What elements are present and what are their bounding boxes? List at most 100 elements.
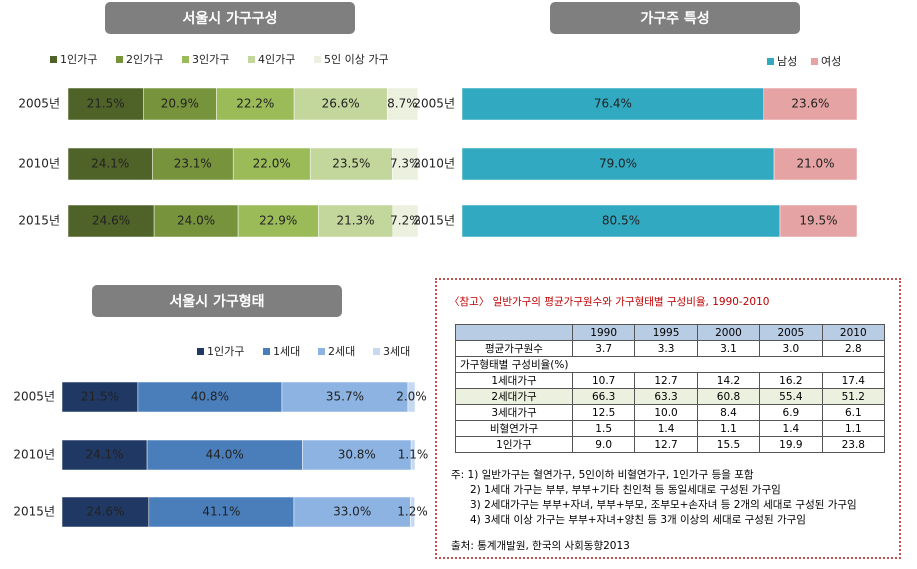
data-label: 23.6% xyxy=(791,97,829,111)
bar-segment xyxy=(67,87,144,121)
header-cell: 1990 xyxy=(571,324,636,341)
table-cell: 12.5 xyxy=(571,404,636,421)
header-cell: 2005 xyxy=(759,324,823,341)
legend-label: 3세대 xyxy=(383,345,410,358)
legend-swatch xyxy=(50,56,57,63)
data-label: 22.2% xyxy=(236,97,274,111)
table-cell: 66.3 xyxy=(571,388,636,405)
table-cell: 2세대가구 xyxy=(455,388,573,405)
data-label: 23.5% xyxy=(332,157,370,171)
legend-swatch xyxy=(248,56,255,63)
bar-segment xyxy=(318,204,394,238)
title-box xyxy=(92,285,342,317)
table-cell: 1.1 xyxy=(821,420,886,437)
table-cell: 1.1 xyxy=(696,420,761,437)
header-cell: 2000 xyxy=(696,324,761,341)
bar-segment xyxy=(146,439,303,471)
data-label: 8.7% xyxy=(387,97,418,111)
table-cell: 1.4 xyxy=(634,420,698,437)
data-label: 7.3% xyxy=(390,157,421,171)
data-label: 7.2% xyxy=(390,214,421,228)
bar-segment xyxy=(410,439,416,471)
bar-segment xyxy=(61,381,139,413)
table-cell: 51.2 xyxy=(821,388,886,405)
y-tick-label: 2015년 xyxy=(13,505,55,519)
note: 4) 3세대 이상 가구는 부부+자녀+양친 등 3개 이상의 세대로 구성된 … xyxy=(470,514,806,526)
chart-title: 가구주 특성 xyxy=(640,11,709,27)
data-label: 22.9% xyxy=(259,214,297,228)
y-tick-label: 2010년 xyxy=(18,157,60,171)
bar-segment xyxy=(407,381,416,413)
legend-swatch xyxy=(116,56,123,63)
data-label: 21.0% xyxy=(796,157,834,171)
data-label: 21.5% xyxy=(81,390,119,404)
legend-label: 여성 xyxy=(821,55,841,68)
legend-label: 1세대 xyxy=(273,345,300,358)
data-label: 21.5% xyxy=(87,97,125,111)
legend-label: 2세대 xyxy=(328,345,355,358)
bar-segment xyxy=(61,439,148,471)
table-cell: 3.0 xyxy=(759,340,823,357)
bar-segment xyxy=(763,87,858,121)
data-label: 41.1% xyxy=(202,505,240,519)
y-tick-label: 2010년 xyxy=(13,448,55,462)
legend-label: 5인 이상 가구 xyxy=(324,53,389,66)
legend-label: 1인가구 xyxy=(60,53,97,66)
bar-segment xyxy=(773,147,858,181)
legend-label: 3인가구 xyxy=(192,53,229,66)
table-cell: 6.1 xyxy=(821,404,886,421)
notes: 주: 1) 일반가구는 혈연가구, 5인이하 비혈연가구, 1인가구 등을 포함… xyxy=(451,468,857,528)
note: 2) 1세대 가구는 부부, 부부+기타 친인척 등 동일세대로 구성된 가구임 xyxy=(470,484,781,496)
bar-segment xyxy=(67,204,155,238)
y-tick-label: 2005년 xyxy=(18,97,60,111)
table-cell: 55.4 xyxy=(759,388,823,405)
table-cell: 3.3 xyxy=(634,340,698,357)
table-cell: 3.1 xyxy=(696,340,761,357)
data-label: 35.7% xyxy=(326,390,364,404)
legend-label: 남성 xyxy=(777,55,797,68)
table-row: 1세대가구 10.7 12.7 14.2 16.2 17.4 xyxy=(455,372,886,389)
table-row: 평균가구원수 3.7 3.3 3.1 3.0 2.8 xyxy=(455,340,886,357)
data-label: 22.0% xyxy=(253,157,291,171)
table-row: 1인가구 9.0 12.7 15.5 19.9 23.8 xyxy=(455,436,886,453)
y-tick-label: 2015년 xyxy=(18,214,60,228)
bar-segment xyxy=(461,204,781,238)
chart-title: 서울시 가구형태 xyxy=(169,293,264,310)
table-row: 비혈연가구 1.5 1.4 1.1 1.4 1.1 xyxy=(455,420,886,437)
data-label: 76.4% xyxy=(594,97,632,111)
table-cell: 63.3 xyxy=(634,388,698,405)
bar-segment xyxy=(281,381,409,413)
bar-segment xyxy=(232,147,311,181)
table-cell: 비혈연가구 xyxy=(455,420,573,437)
table-cell: 3.7 xyxy=(571,340,636,357)
table-row: 2세대가구 66.3 63.3 60.8 55.4 51.2 xyxy=(455,388,886,405)
table-cell: 12.7 xyxy=(634,436,698,453)
legend-swatch xyxy=(314,56,321,63)
title-box xyxy=(105,2,355,34)
table-cell: 9.0 xyxy=(571,436,636,453)
table-cell: 1세대가구 xyxy=(455,372,573,389)
y-tick-label: 2005년 xyxy=(413,97,455,111)
y-tick-label: 2010년 xyxy=(413,157,455,171)
table-cell: 1인가구 xyxy=(455,436,573,453)
table-cell: 15.5 xyxy=(696,436,761,453)
bar-segment xyxy=(779,204,858,238)
y-tick-label: 2005년 xyxy=(13,390,55,404)
data-label: 19.5% xyxy=(799,214,837,228)
bar-segment xyxy=(293,496,411,528)
table-cell: 1.4 xyxy=(759,420,823,437)
bar-segment xyxy=(461,87,765,121)
table-cell: 평균가구원수 xyxy=(455,340,573,357)
data-label: 24.6% xyxy=(92,214,130,228)
legend-label: 2인가구 xyxy=(126,53,163,66)
data-label: 2.0% xyxy=(396,390,427,404)
bar-segment xyxy=(61,496,150,528)
data-label: 1.1% xyxy=(398,448,429,462)
legend-swatch xyxy=(182,56,189,63)
data-label: 24.6% xyxy=(86,505,124,519)
data-label: 20.9% xyxy=(161,97,199,111)
table-cell: 1.5 xyxy=(571,420,636,437)
legend-swatch xyxy=(373,348,380,355)
legend-swatch xyxy=(767,58,774,65)
bar-segment xyxy=(153,204,239,238)
